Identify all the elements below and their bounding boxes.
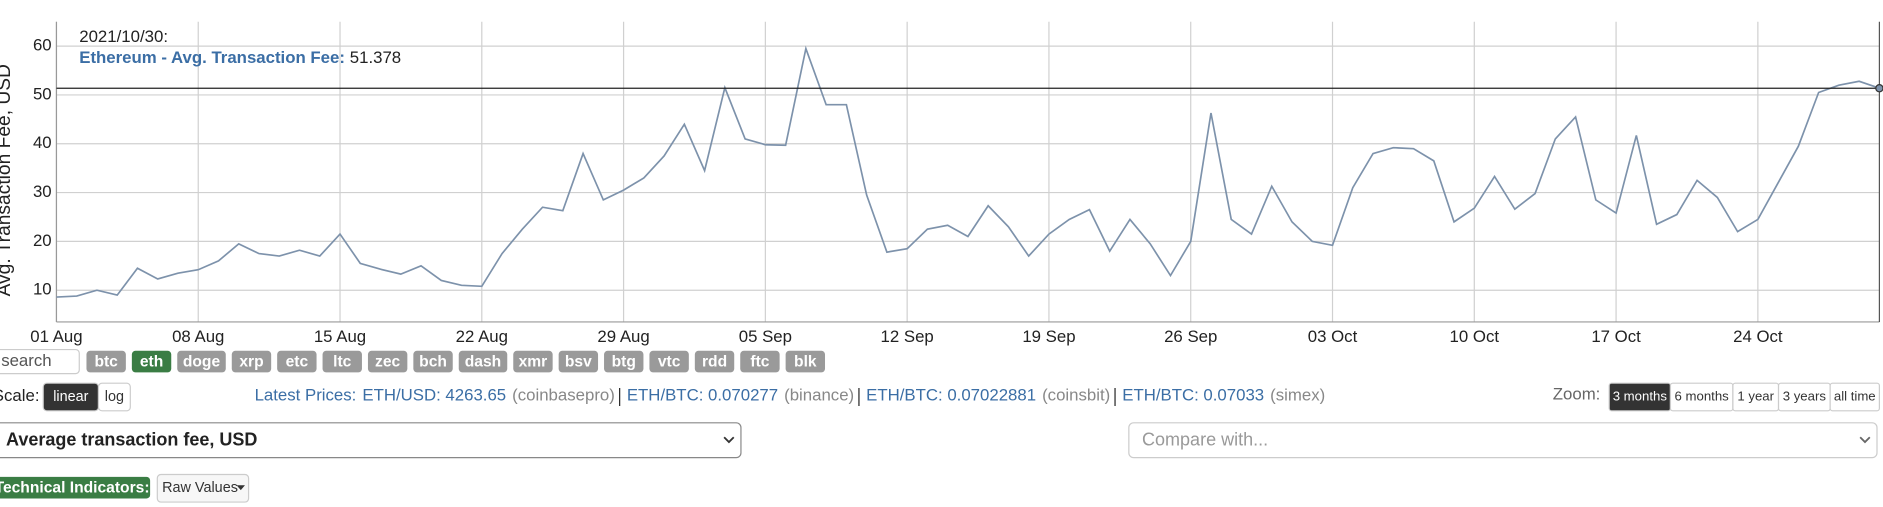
hover-point (1875, 84, 1883, 93)
caret (236, 485, 245, 491)
zoom-option: all time (1834, 388, 1876, 403)
coin-button[interactable] (513, 350, 553, 373)
x-tick-label: 26 Sep (1164, 327, 1217, 346)
tooltip-label: Ethereum - Avg. Transaction Fee: (79, 48, 345, 67)
coin-label: vtc (658, 353, 681, 370)
coin-label: btc (94, 353, 118, 370)
coin-button[interactable] (367, 350, 408, 373)
coin-button[interactable] (86, 350, 126, 373)
scale-button[interactable] (97, 382, 131, 412)
x-tick-label: 22 Aug (456, 327, 508, 346)
zoom-option: 3 months (1613, 388, 1668, 403)
indicators-button[interactable] (156, 473, 250, 503)
zoom-label: Zoom: (1553, 385, 1601, 404)
x-tick-label: 05 Sep (739, 327, 792, 346)
coin-button[interactable] (785, 350, 826, 373)
y-tick-label: 50 (33, 84, 52, 103)
coin-label: bsv (565, 353, 592, 370)
coin-button[interactable] (277, 350, 317, 373)
metric-select-value: Average transaction fee, USD (6, 430, 257, 450)
zoom-option: 6 months (1675, 388, 1730, 403)
price-exchange: (coinsbit) (1042, 386, 1110, 405)
coin-label: xrp (239, 353, 263, 370)
y-tick-label: 40 (33, 133, 52, 152)
tooltip-value: Ethereum - Avg. Transaction Fee: 51.378 (79, 48, 401, 67)
x-tick-label: 08 Aug (172, 327, 224, 346)
coin-label: doge (183, 353, 221, 370)
tooltip-date: 2021/10/30: (79, 27, 168, 46)
x-tick-label: 10 Oct (1450, 327, 1500, 346)
indicators-label: Technical Indicators: (0, 479, 150, 496)
zoom-option: 1 year (1737, 388, 1774, 403)
chevron (723, 436, 735, 444)
coin-button[interactable] (458, 350, 508, 373)
compare-select[interactable] (1128, 422, 1878, 459)
coin-label: bch (419, 353, 447, 370)
indicators-button-label: Raw Values (162, 480, 238, 496)
coin-label: xmr (519, 353, 548, 370)
x-tick-label: 01 Aug (30, 327, 82, 346)
price-exchange: (coinbasepro) (512, 386, 615, 405)
scale-option: log (105, 389, 124, 405)
scale-option: linear (53, 389, 88, 405)
chevron (1859, 436, 1871, 444)
compare-placeholder: Compare with... (1142, 430, 1268, 450)
coin-label: etc (286, 353, 309, 370)
latest-prices-label: Latest Prices: (255, 386, 357, 405)
price-pair: ETH/BTC: 0.07033 (1122, 386, 1264, 405)
indicators-badge (0, 476, 151, 499)
tooltip-number: 51.378 (350, 48, 401, 67)
scale-label: Scale: (0, 386, 39, 405)
zoom-button[interactable] (1829, 382, 1880, 412)
y-tick-label: 20 (33, 231, 52, 250)
coin-button[interactable] (558, 350, 599, 373)
search-box[interactable] (0, 348, 80, 375)
coin-label: rdd (702, 353, 727, 370)
coin-label: zec (375, 353, 400, 370)
x-tick-label: 15 Aug (314, 327, 366, 346)
search-placeholder: search (1, 351, 51, 370)
coin-button[interactable] (649, 350, 689, 373)
coin-label: ftc (750, 353, 769, 370)
y-tick-label: 10 (33, 280, 52, 299)
price-exchange: (simex) (1270, 386, 1325, 405)
x-tick-label: 03 Oct (1308, 327, 1358, 346)
coin-label: btg (612, 353, 636, 370)
y-axis-title: Avg. Transaction Fee, USD (0, 64, 15, 296)
price-pair: ETH/USD: 4263.65 (362, 386, 506, 405)
coin-button[interactable] (694, 350, 735, 373)
coin-label: dash (465, 353, 501, 370)
metric-select[interactable] (0, 422, 742, 459)
coin-button[interactable] (604, 350, 644, 373)
x-tick-label: 29 Aug (597, 327, 649, 346)
price-exchange: (binance) (784, 386, 854, 405)
data-line (56, 45, 1880, 298)
x-tick-label: 17 Oct (1591, 327, 1641, 346)
price-pair: ETH/BTC: 0.070277 (627, 386, 778, 405)
coin-button[interactable] (740, 350, 780, 373)
coin-button[interactable] (131, 350, 172, 373)
zoom-option: 3 years (1783, 388, 1827, 403)
coin-label: ltc (333, 353, 352, 370)
x-tick-label: 24 Oct (1733, 327, 1783, 346)
y-tick-label: 60 (33, 36, 52, 55)
price-pair: ETH/BTC: 0.07022881 (866, 386, 1036, 405)
coin-button[interactable] (413, 350, 453, 373)
latest-prices: Latest Prices: ETH/USD: 4263.65 (coinbasep… (255, 386, 1326, 405)
coin-button[interactable] (322, 350, 362, 373)
coin-label: blk (794, 353, 817, 370)
coin-label: eth (140, 353, 163, 370)
coin-button[interactable] (177, 350, 226, 373)
y-tick-label: 30 (33, 182, 52, 201)
x-tick-label: 12 Sep (881, 327, 934, 346)
coin-button[interactable] (231, 350, 272, 373)
x-tick-label: 19 Sep (1022, 327, 1075, 346)
